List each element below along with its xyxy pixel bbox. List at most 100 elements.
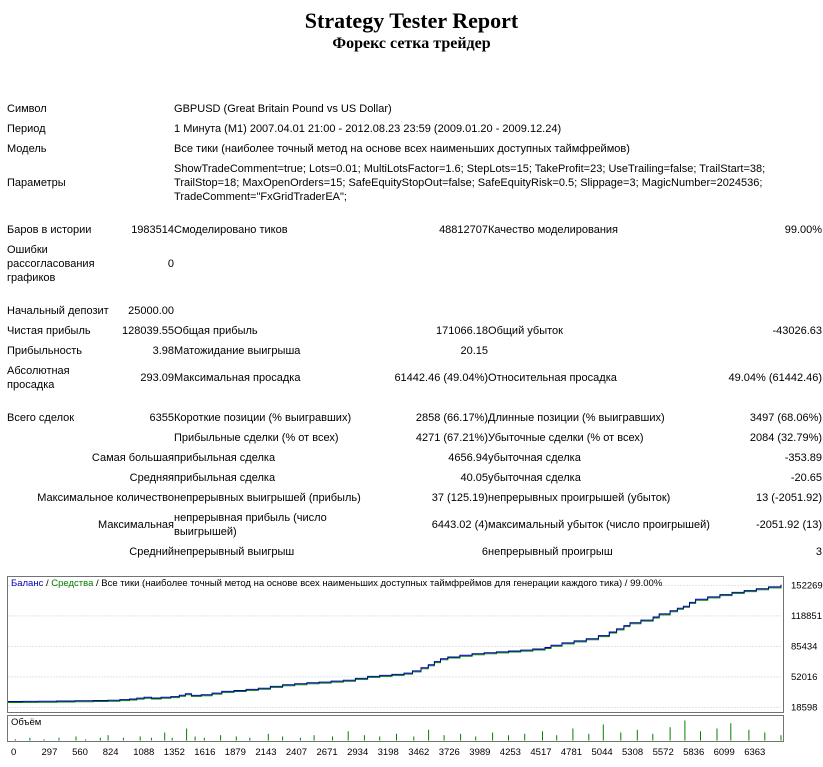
x-axis-label: 3726 — [439, 747, 460, 758]
table-row: Параметры ShowTradeComment=true; Lots=0.0… — [7, 159, 822, 207]
stat-label: Период — [7, 123, 46, 135]
stat-value: 6355 — [149, 412, 175, 424]
legend-model: / Все тики (наиболее точный метод на осн… — [93, 578, 662, 589]
stat-label: непрерывных проигрышей (убыток) — [488, 492, 671, 504]
stat-value: -2051.92 (13) — [755, 519, 823, 531]
stat-label: Убыточные сделки (% от всех) — [488, 432, 644, 444]
stat-label: Средний — [129, 546, 175, 558]
spacer-row — [7, 288, 822, 301]
balance-chart-svg: 152269 118851 85434 52016 18598 Баланс / Сред… — [7, 576, 823, 758]
stat-value: -20.65 — [790, 472, 823, 484]
stat-value: 2084 (32.79%) — [749, 432, 823, 444]
x-axis-label: 3989 — [469, 747, 490, 758]
stat-label: непрерывный выигрыш — [174, 546, 295, 558]
stat-value: 40.05 — [460, 472, 489, 484]
x-axis-label: 4517 — [530, 747, 551, 758]
stat-label — [174, 301, 379, 321]
table-row: Прибыльные сделки (% от всех) 4271 (67.21… — [7, 428, 822, 448]
table-row: Максимальное количество непрерывных выигр… — [7, 488, 822, 508]
stat-label: убыточная сделка — [488, 452, 581, 464]
stat-label: прибыльная сделка — [174, 452, 276, 464]
stat-label: Прибыльность — [7, 345, 82, 357]
table-row: Средняя прибыльная сделка 40.05 убыточная с… — [7, 468, 822, 488]
stat-value: 61442.46 (49.04%) — [394, 372, 489, 384]
stat-value: 13 (-2051.92) — [755, 492, 823, 504]
stat-value: 49.04% (61442.46) — [728, 372, 823, 384]
stat-value: 6 — [481, 546, 489, 558]
table-row: Максимальная непрерывная прибыль (число в… — [7, 508, 822, 542]
stat-label: Самая большая — [91, 452, 175, 464]
stat-value: Все тики (наиболее точный метод на основ… — [174, 143, 630, 155]
x-axis-label: 3198 — [378, 747, 399, 758]
x-axis-label: 1352 — [164, 747, 185, 758]
stat-value: 1983514 — [131, 224, 175, 236]
stat-value — [379, 301, 488, 321]
x-axis-label: 2671 — [317, 747, 338, 758]
volume-pane — [7, 715, 784, 742]
x-axis-label: 2934 — [347, 747, 368, 758]
stat-label: Всего сделок — [7, 412, 75, 424]
stat-value — [112, 428, 174, 448]
table-row: Всего сделок 6355 Короткие позиции (% выиг… — [7, 408, 822, 428]
stat-label — [488, 341, 713, 361]
stat-value: 293.09 — [140, 372, 175, 384]
legend-equity: Средства — [51, 578, 94, 589]
legend-separator: / — [43, 578, 51, 589]
stat-label: убыточная сделка — [488, 472, 581, 484]
stat-label — [488, 301, 713, 321]
stats-table-body: Символ GBPUSD (Great Britain Pound vs US … — [7, 99, 822, 562]
stat-label — [7, 428, 112, 448]
stat-label: Матожидание выигрыша — [174, 345, 301, 357]
stat-value: 20.15 — [460, 345, 489, 357]
stat-label: Чистая прибыль — [7, 325, 91, 337]
stats-table: Символ GBPUSD (Great Britain Pound vs US … — [7, 99, 822, 562]
stat-value: 37 (125.19) — [431, 492, 489, 504]
x-axis-label: 560 — [72, 747, 88, 758]
x-axis-label: 5044 — [592, 747, 613, 758]
stat-value — [713, 341, 822, 361]
x-axis-label: 2143 — [255, 747, 276, 758]
stat-label: Относительная просадка — [488, 372, 617, 384]
stat-label: Максимальная — [98, 519, 175, 531]
report-subtitle: Форекс сетка трейдер — [332, 35, 491, 52]
x-axis-label: 6099 — [714, 747, 735, 758]
stat-value — [713, 240, 822, 288]
x-axis-label: 3462 — [408, 747, 429, 758]
x-axis-label: 1879 — [225, 747, 246, 758]
x-axis-label: 5308 — [622, 747, 643, 758]
stat-label — [488, 240, 713, 288]
table-row: Ошибки рассогласования графиков 0 — [7, 240, 822, 288]
table-row: Модель Все тики (наиболее точный метод на… — [7, 139, 822, 159]
x-axis-label: 5572 — [653, 747, 674, 758]
stat-value: 99.00% — [784, 224, 823, 236]
stat-label: Общий убыток — [488, 325, 563, 337]
stat-label: Длинные позиции (% выигравших) — [488, 412, 665, 424]
stat-label: Ошибки рассогласования графиков — [7, 244, 95, 284]
chart-main-pane — [7, 576, 784, 713]
x-axis-label: 4253 — [500, 747, 521, 758]
spacer-cell — [7, 207, 822, 220]
stat-value: -353.89 — [784, 452, 823, 464]
y-axis-label: 18598 — [791, 702, 817, 713]
stat-label: Средняя — [129, 472, 175, 484]
x-axis-label: 1616 — [194, 747, 215, 758]
x-axis-label: 297 — [42, 747, 58, 758]
stat-value — [713, 301, 822, 321]
x-axis-label: 1088 — [133, 747, 154, 758]
stat-value: 1 Минута (M1) 2007.04.01 21:00 - 2012.08… — [174, 123, 562, 135]
y-axis-label: 152269 — [791, 580, 823, 591]
stat-value: 4271 (67.21%) — [415, 432, 489, 444]
stat-label: прибыльная сделка — [174, 472, 276, 484]
table-row: Начальный депозит 25000.00 — [7, 301, 822, 321]
x-axis-label: 4781 — [561, 747, 582, 758]
stat-label: непрерывных выигрышей (прибыль) — [174, 492, 361, 504]
report-title: Strategy Tester Report — [304, 8, 519, 33]
stat-value: 3.98 — [152, 345, 175, 357]
x-axis-label: 0 — [11, 747, 16, 758]
stat-value: 128039.55 — [122, 325, 175, 337]
stat-value — [379, 240, 488, 288]
stat-label: Смоделировано тиков — [174, 224, 288, 236]
legend-balance: Баланс — [11, 578, 44, 589]
table-row: Чистая прибыль 128039.55 Общая прибыль 1710… — [7, 321, 822, 341]
